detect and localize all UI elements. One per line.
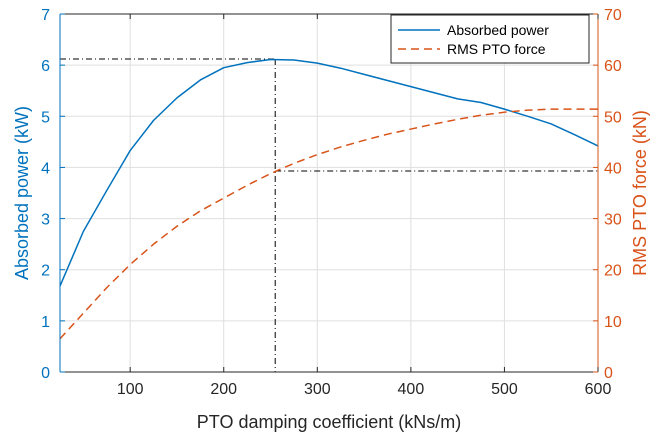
series-line-1 <box>59 108 598 340</box>
y-left-tick-label-1: 1 <box>41 314 50 331</box>
axes <box>59 13 599 373</box>
series-lines <box>59 58 599 340</box>
y-left-tick-label-6: 6 <box>41 58 50 75</box>
series-line-0 <box>59 58 599 287</box>
y-right-tick-label-20: 20 <box>604 263 622 280</box>
y-left-tick-label-7: 7 <box>41 7 50 24</box>
grid <box>60 13 599 373</box>
x-tick-label-600: 600 <box>585 381 612 398</box>
x-tick-label-100: 100 <box>117 381 144 398</box>
y-right-tick-label-10: 10 <box>604 314 622 331</box>
y-right-tick-label-40: 40 <box>604 160 622 177</box>
tick-labels: 100 200 300 400 500 6000123456701020304050607… <box>41 7 622 398</box>
x-tick-label-500: 500 <box>491 381 518 398</box>
y-right-tick-label-0: 0 <box>604 365 613 382</box>
y-right-tick-label-30: 30 <box>604 212 622 229</box>
legend-label-rms-pto-force: RMS PTO force <box>447 41 546 57</box>
legend: Absorbed power RMS PTO force <box>390 14 590 64</box>
guide-lines <box>60 58 598 372</box>
y-left-tick-label-3: 3 <box>41 212 50 229</box>
y-right-tick-label-70: 70 <box>604 7 622 24</box>
x-axis-title: PTO damping coefficient (kNs/m) <box>197 412 461 432</box>
y-left-tick-label-2: 2 <box>41 263 50 280</box>
y-axis-right-title: RMS PTO force (kN) <box>630 110 650 276</box>
y-right-tick-label-50: 50 <box>604 109 622 126</box>
y-axis-left-title: Absorbed power (kW) <box>12 106 32 280</box>
x-tick-label-200: 200 <box>210 381 237 398</box>
x-tick-label-300: 300 <box>304 381 331 398</box>
legend-label-absorbed-power: Absorbed power <box>447 22 549 38</box>
y-left-tick-label-4: 4 <box>41 160 50 177</box>
x-tick-label-400: 400 <box>398 381 425 398</box>
y-left-tick-label-0: 0 <box>41 365 50 382</box>
y-left-tick-label-5: 5 <box>41 109 50 126</box>
legend-box <box>390 14 590 64</box>
y-right-tick-label-60: 60 <box>604 58 622 75</box>
